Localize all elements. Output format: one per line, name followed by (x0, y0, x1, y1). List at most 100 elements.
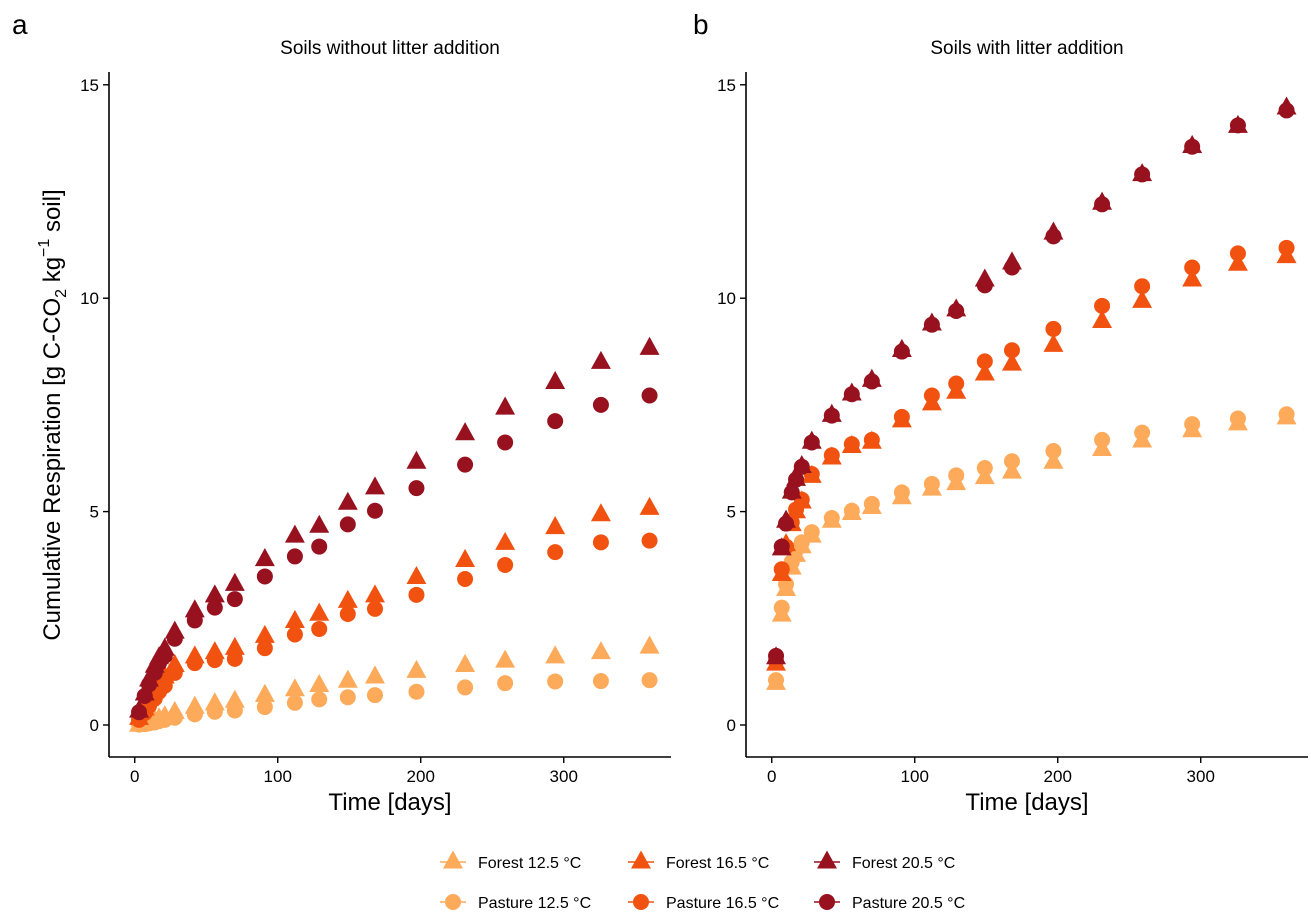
data-point-circle (863, 431, 880, 448)
data-point-circle (823, 407, 840, 424)
data-point-triangle (639, 496, 660, 515)
data-point-triangle (455, 653, 476, 672)
legend-item: Pasture 16.5 °C (628, 894, 779, 912)
data-point-circle (1003, 259, 1020, 276)
legend: Forest 12.5 °C Forest 16.5 °C Forest 20.5 … (440, 850, 965, 912)
data-point-circle (768, 672, 785, 689)
data-point-circle (923, 316, 940, 333)
data-point-circle (788, 471, 805, 488)
data-point-circle (923, 387, 940, 404)
data-point-circle (186, 612, 203, 629)
y-tick-label: 0 (727, 716, 736, 735)
data-point-circle (256, 699, 273, 716)
panel-a-ticks: 0 5 10 15 0 100 200 300 (80, 76, 578, 786)
data-point-triangle (204, 584, 225, 603)
data-point-triangle (254, 624, 275, 643)
data-point-triangle (254, 548, 275, 567)
data-point-triangle (406, 450, 427, 469)
data-point-triangle (337, 589, 358, 608)
data-point-circle (311, 620, 328, 637)
data-point-circle (366, 600, 383, 617)
data-point-triangle (495, 649, 516, 668)
data-point-circle (823, 447, 840, 464)
panel-a-letter: a (12, 9, 28, 40)
ylabel-subscript: 2 (53, 289, 70, 298)
data-point-circle (206, 599, 223, 616)
data-point-circle (1003, 453, 1020, 470)
data-point-circle (256, 568, 273, 585)
y-tick-label: 10 (80, 289, 99, 308)
data-point-triangle (455, 422, 476, 441)
legend-label: Pasture 16.5 °C (666, 895, 779, 912)
legend-triangle-icon (631, 850, 651, 869)
y-tick-label: 15 (717, 76, 736, 95)
data-point-circle (457, 679, 474, 696)
data-point-triangle (590, 503, 611, 522)
data-point-circle (311, 538, 328, 555)
data-point-circle (1184, 138, 1201, 155)
panel-b: b Soils with litter addition 0 5 10 15 0 100 2… (693, 9, 1308, 816)
data-point-circle (497, 675, 514, 692)
panel-b-title: Soils with litter addition (930, 38, 1123, 59)
data-point-circle (641, 387, 658, 404)
data-point-circle (286, 694, 303, 711)
legend-label: Forest 16.5 °C (666, 855, 769, 872)
data-point-circle (793, 458, 810, 475)
data-point-circle (843, 436, 860, 453)
data-point-circle (948, 467, 965, 484)
data-point-circle (286, 626, 303, 643)
data-point-circle (948, 303, 965, 320)
data-point-circle (641, 532, 658, 549)
data-point-circle (457, 456, 474, 473)
data-point-circle (186, 706, 203, 723)
data-point-circle (783, 484, 800, 501)
data-point-circle (1003, 342, 1020, 359)
data-point-triangle (406, 565, 427, 585)
panel-a-points (129, 336, 660, 733)
data-point-triangle (309, 602, 330, 621)
data-point-circle (408, 586, 425, 603)
data-point-triangle (284, 609, 305, 628)
data-point-triangle (545, 516, 566, 535)
data-point-triangle (309, 514, 330, 533)
data-point-circle (256, 640, 273, 657)
data-point-circle (773, 538, 790, 555)
data-point-circle (1094, 196, 1111, 213)
data-point-circle (166, 630, 183, 647)
data-point-circle (131, 704, 148, 721)
panel-a-title: Soils without litter addition (280, 38, 500, 59)
data-point-triangle (284, 678, 305, 697)
panel-b-points (766, 96, 1297, 690)
data-point-circle (893, 343, 910, 360)
ylabel-prefix: Cumulative Respiration [g C-CO (39, 298, 66, 641)
data-point-circle (976, 353, 993, 370)
data-point-circle (1278, 102, 1295, 119)
data-point-circle (768, 647, 785, 664)
data-point-triangle (1092, 309, 1113, 328)
data-point-circle (497, 434, 514, 451)
ylabel-mid: kg (39, 257, 66, 289)
data-point-triangle (590, 350, 611, 369)
y-tick-label: 5 (727, 503, 736, 522)
y-tick-label: 10 (717, 289, 736, 308)
x-tick-label: 300 (1187, 767, 1215, 786)
legend-item: Forest 20.5 °C (814, 850, 955, 872)
data-point-triangle (1182, 268, 1203, 287)
data-point-circle (1045, 442, 1062, 459)
legend-label: Pasture 12.5 °C (478, 895, 591, 912)
data-point-circle (366, 502, 383, 519)
data-point-circle (156, 677, 173, 694)
legend-item: Forest 12.5 °C (440, 850, 581, 872)
data-point-circle (1045, 320, 1062, 337)
data-point-circle (1229, 245, 1246, 262)
data-point-circle (863, 373, 880, 390)
data-point-triangle (365, 584, 385, 603)
legend-label: Forest 12.5 °C (478, 855, 581, 872)
data-point-circle (893, 484, 910, 501)
data-point-circle (311, 691, 328, 708)
data-point-circle (923, 475, 940, 492)
data-point-triangle (1227, 252, 1248, 271)
data-point-circle (803, 524, 820, 541)
data-point-circle (1045, 228, 1062, 245)
